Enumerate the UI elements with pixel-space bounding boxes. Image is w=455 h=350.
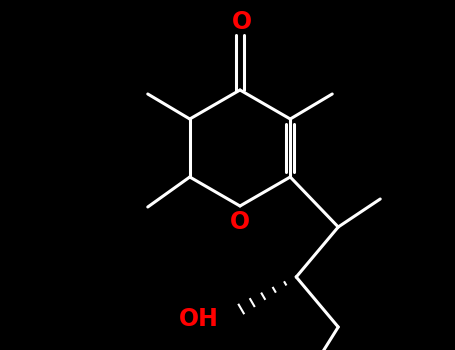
Text: O: O — [232, 10, 252, 34]
Text: OH: OH — [179, 307, 219, 331]
Text: O: O — [230, 210, 250, 234]
